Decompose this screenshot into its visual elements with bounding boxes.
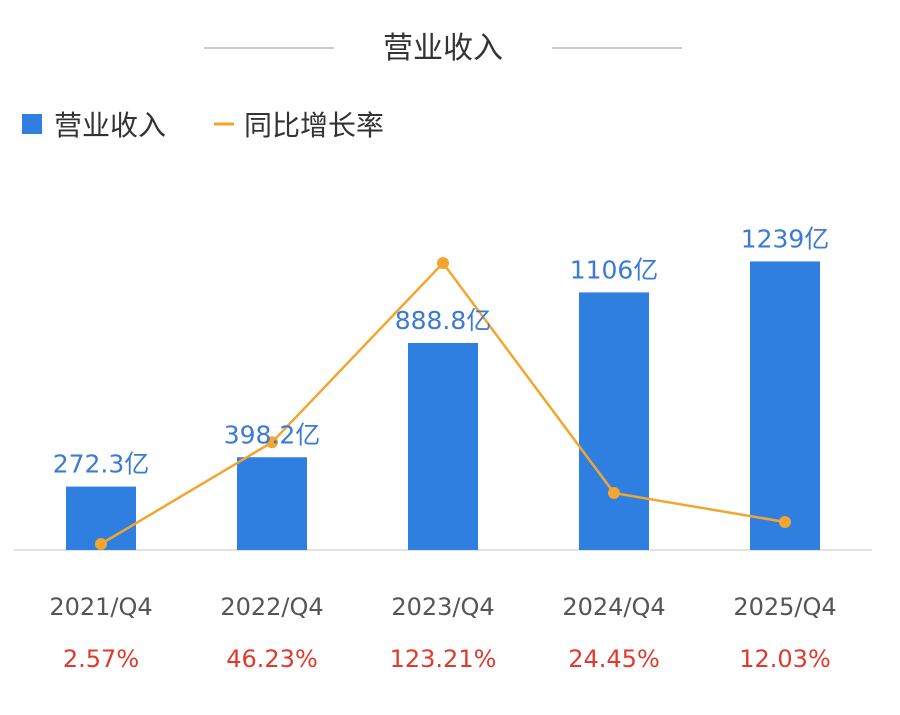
legend-line-label: 同比增长率 [244, 109, 384, 142]
legend: 营业收入 同比增长率 [22, 109, 384, 142]
growth-rate-point-2024-Q4 [608, 487, 620, 500]
growth-rate-label: 46.23% [226, 645, 318, 673]
category-label: 2024/Q4 [562, 593, 665, 621]
growth-rate-point-2021-Q4 [95, 538, 107, 550]
growth-rate-label: 24.45% [568, 645, 660, 673]
data-labels: 272.3亿 398.2亿 888.8亿 1106亿 1239亿 2021/Q4 2022/… [49, 224, 836, 673]
legend-bar-label: 营业收入 [54, 109, 166, 142]
category-label: 2022/Q4 [220, 593, 323, 621]
growth-line-series [95, 257, 791, 550]
revenue-value-label: 888.8亿 [395, 306, 492, 335]
category-label: 2021/Q4 [49, 593, 152, 621]
category-label: 2025/Q4 [733, 593, 836, 621]
legend-bar-marker [22, 114, 42, 134]
revenue-value-label: 1106亿 [570, 255, 659, 284]
category-label: 2023/Q4 [391, 593, 494, 621]
growth-rate-label: 2.57% [63, 645, 139, 673]
chart-title: 营业收入 [383, 31, 503, 66]
revenue-value-label: 398.2亿 [224, 420, 321, 449]
revenue-value-label: 272.3亿 [53, 450, 150, 479]
revenue-value-label: 1239亿 [741, 224, 830, 253]
growth-rate-point-2022-Q4 [266, 436, 278, 449]
growth-rate-label: 12.03% [739, 645, 831, 673]
revenue-bar-2025-Q4 [750, 261, 820, 550]
revenue-bar-2023-Q4 [408, 342, 478, 550]
growth-rate-point-2025-Q4 [779, 515, 791, 528]
revenue-bar-2022-Q4 [237, 457, 307, 550]
revenue-bar-2024-Q4 [579, 292, 649, 550]
bar-series [66, 261, 820, 550]
growth-rate-point-2023-Q4 [437, 257, 449, 269]
growth-rate-label: 123.21% [390, 645, 497, 673]
